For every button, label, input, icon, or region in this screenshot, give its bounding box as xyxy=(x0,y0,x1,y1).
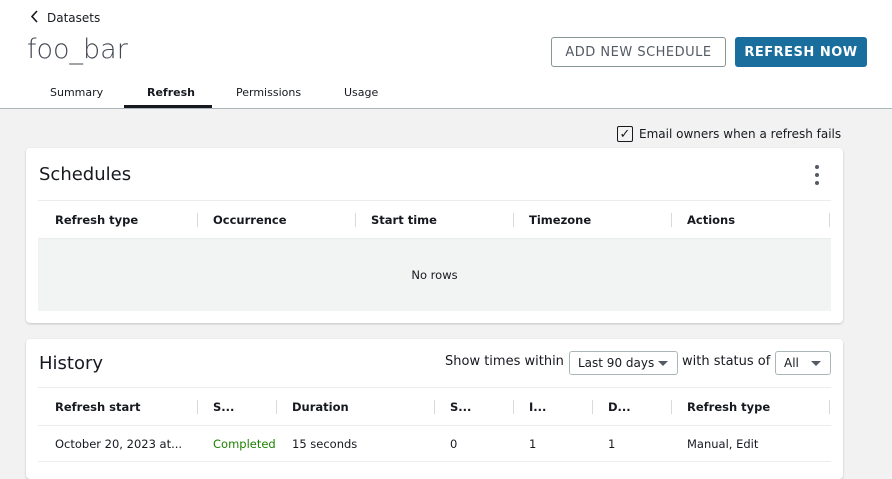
divider xyxy=(38,425,831,426)
schedules-title: Schedules xyxy=(39,164,132,185)
tab-permissions[interactable]: Permissions xyxy=(236,86,302,99)
column-resizer[interactable] xyxy=(434,400,435,414)
tab-summary[interactable]: Summary xyxy=(50,86,104,99)
duration-cell: 15 seconds xyxy=(292,437,358,451)
breadcrumb-label: Datasets xyxy=(47,11,101,25)
page-title: foo_bar xyxy=(27,34,128,65)
time-filter-label: Show times within xyxy=(445,354,564,369)
column-header[interactable]: S... xyxy=(213,400,235,414)
dataset-rows-cell: 1 xyxy=(608,437,616,451)
status-cell: Completed xyxy=(213,437,276,451)
more-options-icon[interactable] xyxy=(814,164,820,189)
column-header[interactable]: Refresh type xyxy=(687,400,771,414)
refresh-type-cell: Manual, Edit xyxy=(687,437,759,451)
skipped-cell: 0 xyxy=(450,437,458,451)
column-header[interactable]: I... xyxy=(529,400,547,414)
column-resizer[interactable] xyxy=(592,400,593,414)
caret-down-icon xyxy=(811,361,821,366)
column-header[interactable]: Start time xyxy=(371,213,437,227)
status-value: All xyxy=(784,356,799,370)
page-header: Datasets foo_bar ADD NEW SCHEDULE REFRES… xyxy=(0,0,892,109)
column-header[interactable]: Refresh start xyxy=(55,400,141,414)
status-select[interactable]: All xyxy=(775,351,831,375)
column-resizer[interactable] xyxy=(829,213,830,227)
history-title: History xyxy=(39,353,104,374)
chevron-left-icon xyxy=(30,10,39,26)
empty-state: No rows xyxy=(38,239,831,311)
status-filter-label: with status of xyxy=(682,354,771,369)
column-header[interactable]: Timezone xyxy=(529,213,592,227)
column-header[interactable]: Actions xyxy=(687,213,736,227)
divider xyxy=(38,387,831,388)
schedules-panel: Schedules Refresh type Occurrence Start … xyxy=(26,148,843,323)
history-panel: History Show times within Last 90 days w… xyxy=(26,339,843,479)
email-owners-checkbox[interactable]: ✓ xyxy=(617,126,633,142)
divider xyxy=(38,200,831,201)
column-resizer[interactable] xyxy=(276,400,277,414)
column-resizer[interactable] xyxy=(829,400,830,414)
add-new-schedule-button[interactable]: ADD NEW SCHEDULE xyxy=(551,37,726,67)
column-header[interactable]: Refresh type xyxy=(55,213,139,227)
column-resizer[interactable] xyxy=(513,213,514,227)
checkmark-icon: ✓ xyxy=(619,126,631,142)
tab-refresh[interactable]: Refresh xyxy=(147,86,195,99)
time-range-value: Last 90 days xyxy=(578,356,655,370)
tab-usage[interactable]: Usage xyxy=(344,86,379,99)
column-header[interactable]: D... xyxy=(608,400,631,414)
refresh-now-button[interactable]: REFRESH NOW xyxy=(735,37,867,67)
ingested-cell: 1 xyxy=(529,437,537,451)
email-owners-label: Email owners when a refresh fails xyxy=(639,127,842,141)
divider xyxy=(38,238,831,239)
breadcrumb-back[interactable]: Datasets xyxy=(30,10,100,26)
column-header[interactable]: Occurrence xyxy=(213,213,287,227)
column-resizer[interactable] xyxy=(197,213,198,227)
column-resizer[interactable] xyxy=(513,400,514,414)
divider xyxy=(38,461,831,462)
column-resizer[interactable] xyxy=(671,213,672,227)
column-resizer[interactable] xyxy=(671,400,672,414)
time-range-select[interactable]: Last 90 days xyxy=(569,351,678,375)
caret-down-icon xyxy=(658,361,668,366)
column-header[interactable]: Duration xyxy=(292,400,349,414)
active-tab-indicator xyxy=(124,105,212,108)
column-resizer[interactable] xyxy=(197,400,198,414)
column-header[interactable]: S... xyxy=(450,400,472,414)
refresh-start-cell: October 20, 2023 at... xyxy=(55,437,183,451)
column-resizer[interactable] xyxy=(355,213,356,227)
email-owners-option[interactable]: ✓ Email owners when a refresh fails xyxy=(617,126,841,142)
